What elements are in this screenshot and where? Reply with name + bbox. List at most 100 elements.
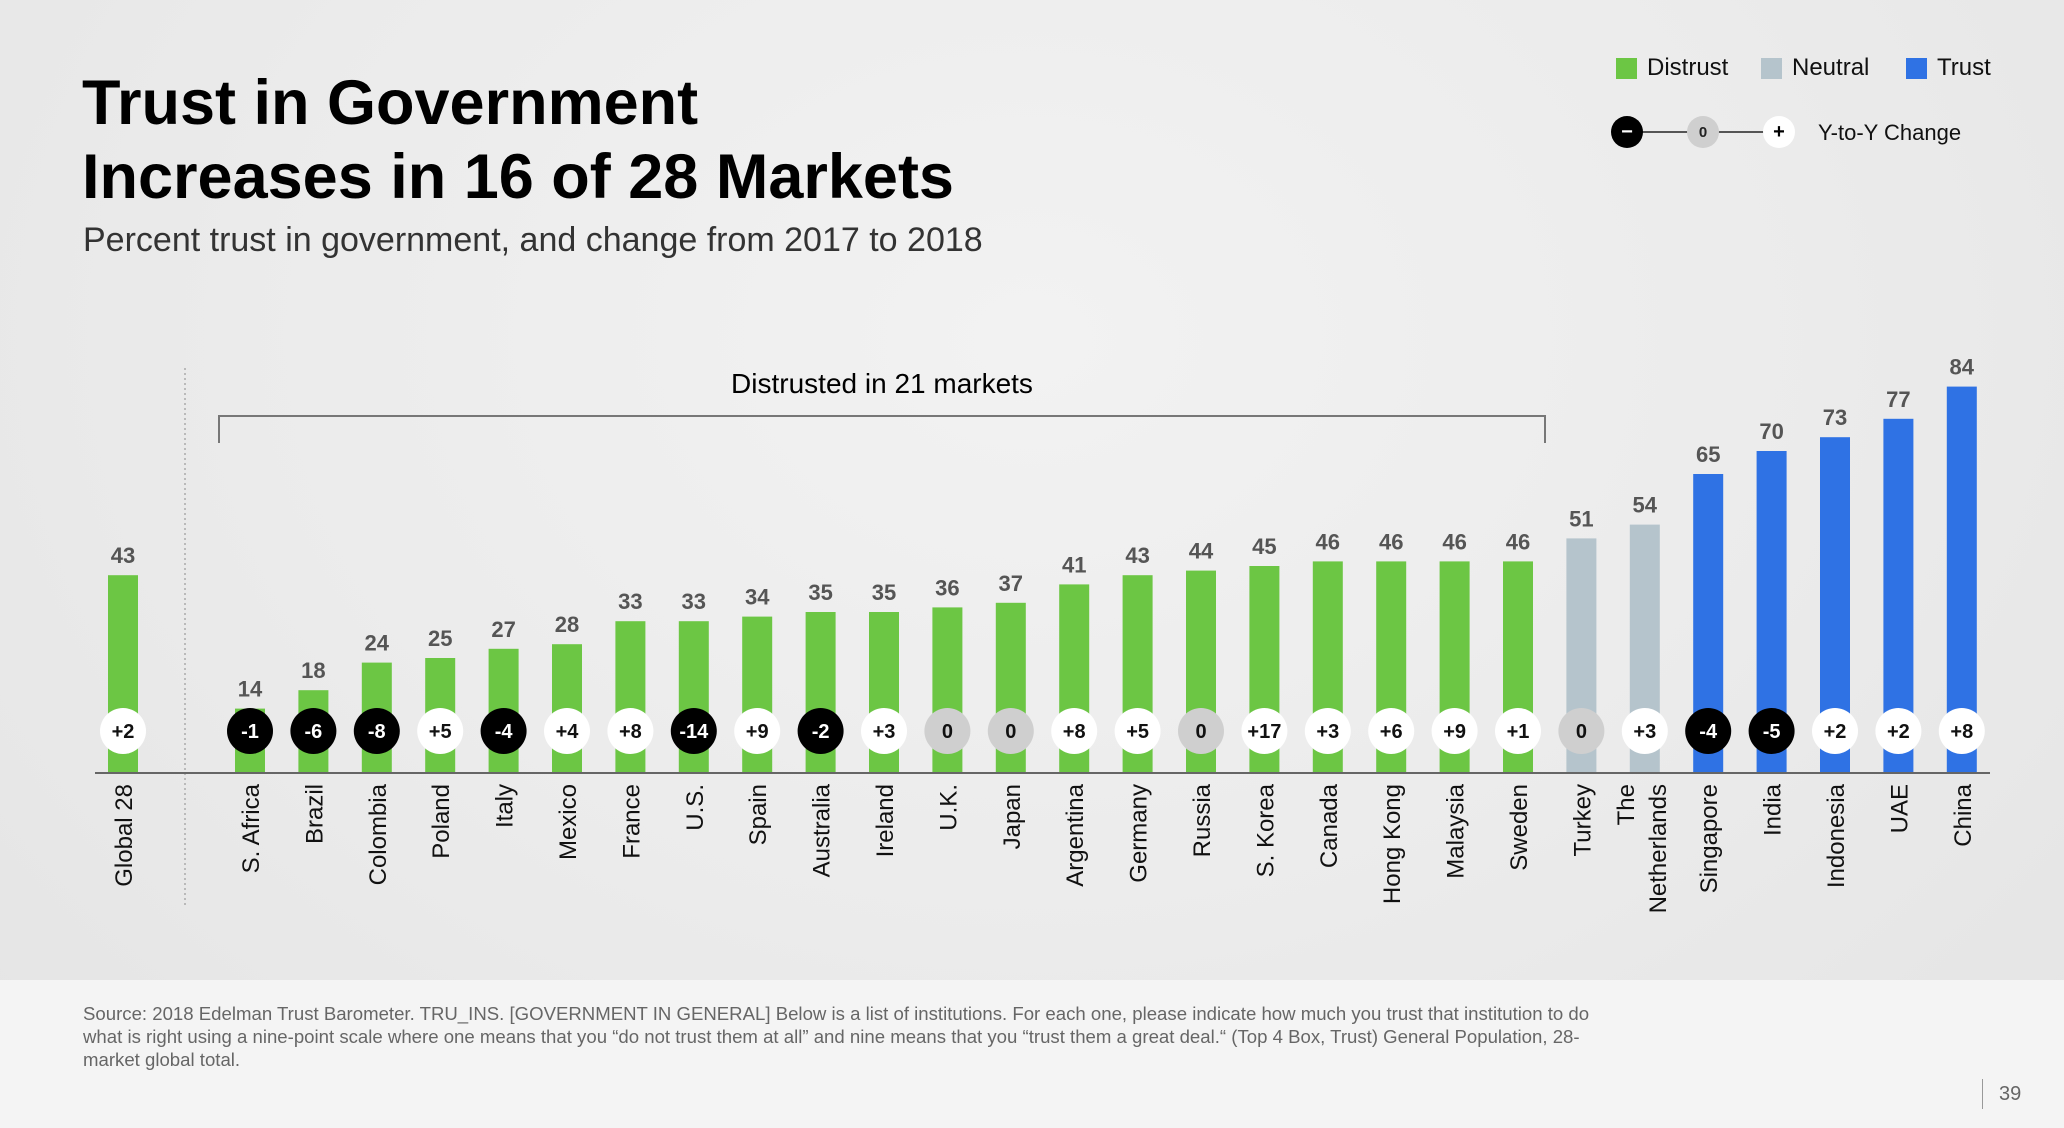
bracket-label: Distrusted in 21 markets	[731, 368, 1033, 399]
category-label-part: Netherlands	[1645, 784, 1672, 913]
yoy-label-u-k: 0	[942, 721, 953, 743]
yoy-label-global-28: +2	[112, 721, 135, 743]
yoy-legend: − 0 + Y-to-Y Change	[1609, 114, 1969, 150]
category-label-russia: Russia	[1189, 783, 1216, 857]
category-label-malaysia: Malaysia	[1443, 783, 1470, 878]
yoy-label-australia: -2	[812, 721, 830, 743]
category-label-global-28: Global 28	[111, 784, 138, 887]
yoy-label-russia: 0	[1195, 721, 1206, 743]
yoy-badge-russia	[1178, 708, 1224, 754]
legend-distrust: Distrust	[1616, 54, 1728, 82]
yoy-badge-poland	[417, 708, 464, 754]
value-label-argentina: 41	[1062, 552, 1086, 577]
yoy-badge-global-28	[100, 708, 146, 754]
value-label-canada: 46	[1316, 529, 1340, 554]
value-label-poland: 25	[428, 626, 452, 651]
yoy-label-poland: +5	[429, 721, 452, 743]
yoy-label-uae: +2	[1887, 721, 1910, 743]
category-label-brazil: Brazil	[301, 784, 328, 844]
value-label-hong-kong: 46	[1379, 529, 1403, 554]
legend-trust: Trust	[1906, 54, 1991, 82]
category-label-argentina: Argentina	[1062, 783, 1089, 886]
yoy-badge-hong-kong	[1368, 708, 1415, 754]
yoy-legend-label: Y-to-Y Change	[1818, 120, 1962, 145]
value-label-france: 33	[618, 589, 642, 614]
title-line-1: Trust in Government	[82, 68, 699, 138]
value-label-brazil: 18	[301, 658, 325, 683]
yoy-badge-mexico	[544, 708, 590, 754]
yoy-legend-zero-icon: 0	[1687, 116, 1719, 148]
yoy-label-hong-kong: +6	[1380, 721, 1403, 743]
yoy-badge-u-k	[924, 708, 971, 754]
value-label-the-netherlands: 54	[1633, 493, 1658, 518]
yoy-legend-minus-icon: −	[1611, 116, 1643, 148]
value-label-russia: 44	[1189, 539, 1214, 564]
yoy-badge-ireland	[861, 708, 907, 754]
value-label-italy: 27	[491, 617, 515, 642]
category-label-u-k: U.K.	[935, 784, 962, 831]
yoy-badge-france	[607, 708, 654, 754]
category-label-mexico: Mexico	[555, 784, 582, 860]
subtitle: Percent trust in government, and change …	[83, 221, 983, 259]
yoy-label-s-korea: +17	[1247, 721, 1281, 743]
yoy-badge-sweden	[1495, 708, 1541, 754]
yoy-badge-turkey	[1558, 708, 1605, 754]
yoy-label-colombia: -8	[368, 721, 386, 743]
yoy-badge-uae	[1875, 708, 1922, 754]
legend-trust-swatch	[1906, 57, 1927, 79]
trust-bar-chart: Distrusted in 21 markets 43 +2 Global 28 14…	[95, 355, 1990, 913]
yoy-label-ireland: +3	[873, 721, 896, 743]
yoy-badge-indonesia	[1812, 708, 1858, 754]
yoy-badge-spain	[734, 708, 781, 754]
category-label-s-africa: S. Africa	[238, 783, 265, 873]
yoy-label-japan: 0	[1005, 721, 1016, 743]
value-label-japan: 37	[999, 571, 1023, 596]
yoy-badge-u-s	[670, 708, 717, 754]
value-label-spain: 34	[745, 585, 770, 610]
source-note: Source: 2018 Edelman Trust Barometer. TR…	[83, 1003, 1590, 1070]
yoy-badge-the-netherlands	[1621, 708, 1668, 754]
legend-neutral: Neutral	[1761, 54, 1869, 82]
yoy-badge-argentina	[1051, 708, 1098, 754]
yoy-label-the-netherlands: +3	[1633, 721, 1656, 743]
category-label-hong-kong: Hong Kong	[1379, 784, 1406, 904]
value-label-australia: 35	[808, 580, 832, 605]
category-label-uae: UAE	[1886, 784, 1913, 833]
legend-neutral-swatch	[1761, 57, 1782, 79]
category-label-part: The	[1613, 784, 1640, 825]
category-label-colombia: Colombia	[365, 783, 392, 885]
value-label-sweden: 46	[1506, 529, 1530, 554]
category-label-turkey: Turkey	[1569, 784, 1596, 856]
category-label-s-korea: S. Korea	[1252, 783, 1279, 877]
yoy-legend-plus-icon: +	[1763, 116, 1795, 148]
category-label-australia: Australia	[809, 783, 836, 877]
distrusted-bracket	[218, 415, 1546, 443]
footer	[0, 980, 2064, 1128]
value-label-germany: 43	[1125, 543, 1149, 568]
yoy-label-brazil: -6	[305, 721, 323, 743]
legend-neutral-label: Neutral	[1792, 54, 1870, 81]
category-label-france: France	[618, 784, 645, 859]
category-label-indonesia: Indonesia	[1823, 783, 1850, 888]
yoy-badge-australia	[797, 708, 844, 754]
yoy-badge-malaysia	[1431, 708, 1478, 754]
yoy-label-indonesia: +2	[1824, 721, 1847, 743]
category-label-the-netherlands: The Netherlands	[1613, 784, 1672, 913]
value-label-turkey: 51	[1569, 506, 1593, 531]
yoy-label-china: +8	[1950, 721, 1973, 743]
category-label-singapore: Singapore	[1696, 784, 1723, 893]
yoy-badge-germany	[1114, 708, 1161, 754]
yoy-label-canada: +3	[1316, 721, 1339, 743]
value-label-china: 84	[1950, 355, 1975, 380]
yoy-label-india: -5	[1763, 721, 1781, 743]
yoy-label-u-s: -14	[679, 721, 709, 743]
value-label-singapore: 65	[1696, 442, 1720, 467]
yoy-badge-brazil	[290, 708, 337, 754]
yoy-badge-s-korea	[1241, 708, 1288, 754]
yoy-label-malaysia: +9	[1443, 721, 1466, 743]
title-line-2: Increases in 16 of 28 Markets	[82, 142, 954, 212]
category-label-canada: Canada	[1316, 783, 1343, 868]
yoy-label-argentina: +8	[1063, 721, 1086, 743]
value-label-s-korea: 45	[1252, 534, 1276, 559]
yoy-badge-india	[1748, 708, 1795, 754]
